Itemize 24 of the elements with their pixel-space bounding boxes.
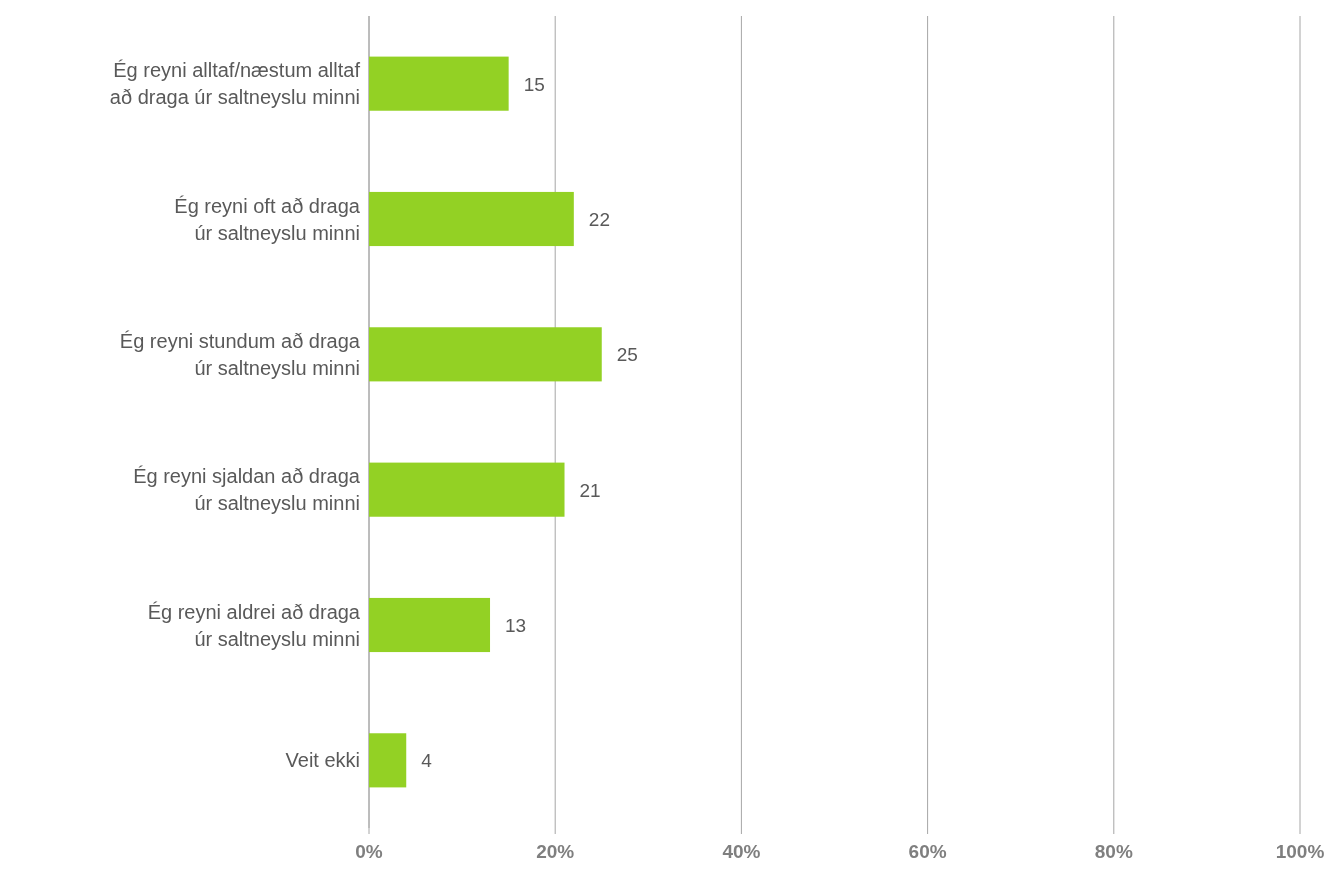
bar (369, 191, 574, 247)
y-tick-label: Ég reyni aldrei að draga úr saltneyslu minni (147, 600, 361, 650)
data-label: 15 (523, 73, 545, 95)
x-tick-label: 80% (1094, 841, 1133, 862)
bar (369, 327, 602, 382)
x-tick-label: 40% (722, 841, 761, 862)
y-tick-label: Ég reyni stundum að draga úr saltneyslu minni (119, 329, 361, 379)
x-tick-label: 100% (1275, 841, 1325, 862)
y-tick-label: Ég reyni oft að draga úr saltneyslu minni (174, 194, 361, 244)
data-label: 13 (505, 615, 527, 636)
x-tick-label: 60% (908, 841, 947, 862)
y-tick-label: Ég reyni sjaldan að draga úr saltneyslu minni (133, 465, 361, 515)
x-tick-label: 0% (355, 841, 383, 862)
bar (369, 462, 565, 517)
data-label: 22 (588, 209, 610, 230)
bar (369, 56, 509, 111)
data-label: 4 (421, 750, 433, 772)
y-tick-label: Veit ekki (285, 749, 360, 772)
data-label: 21 (579, 479, 601, 501)
x-tick-label: 20% (536, 841, 575, 862)
y-tick-label: Ég reyni alltaf/næstum alltaf að draga úr saltneyslu minni (109, 59, 361, 109)
bar (369, 733, 407, 788)
bar (369, 597, 491, 653)
data-label: 25 (616, 344, 638, 366)
